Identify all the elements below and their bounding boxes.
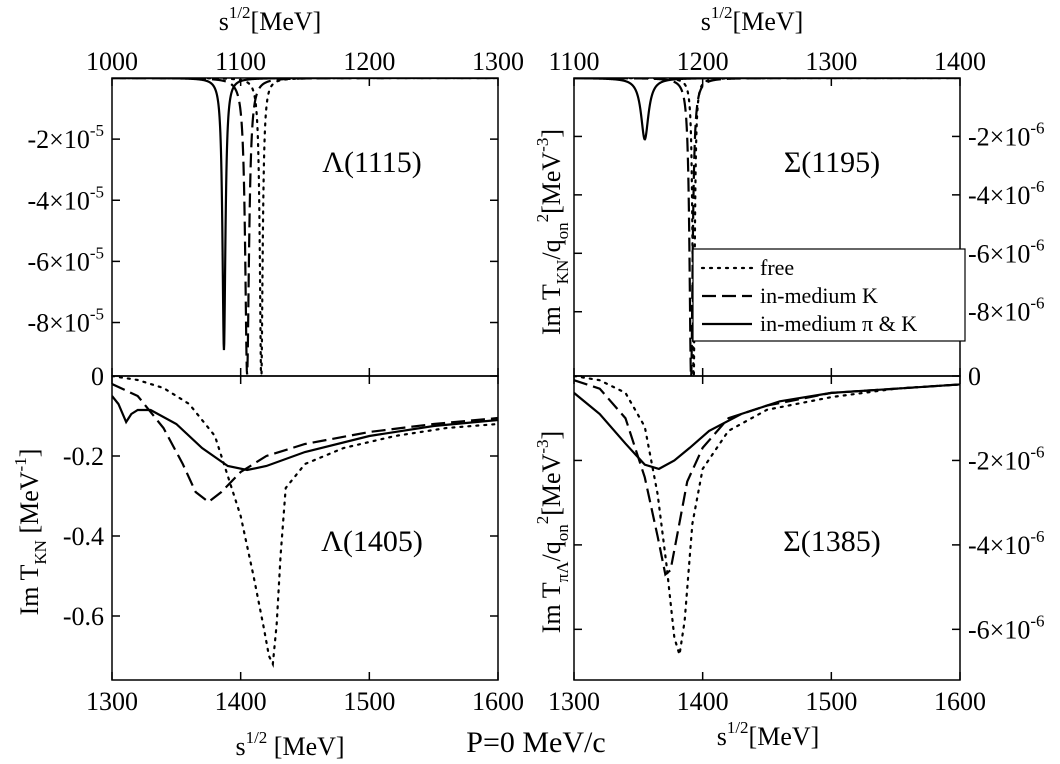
panel-lambda1405: 1300 1400 1500 1600 0 -0.2 -0.4 -0.6 Λ(1405) xyxy=(63,362,524,716)
lambda1115-series-in-medium-k xyxy=(112,78,498,375)
sigma1385-xtick-label: 1600 xyxy=(934,687,986,716)
sigma1385-series-in-medium-k xyxy=(574,383,960,471)
sigma1385-xtick-label: 1400 xyxy=(677,687,729,716)
sigma1385-frame xyxy=(573,375,961,681)
bottom-right-xlabel: s1/2[MeV] xyxy=(717,718,820,751)
lambda1115-title: Λ(1115) xyxy=(322,146,422,179)
right-lower-ylabel: Im TπΛ/qon2[MeV-3] xyxy=(533,431,572,633)
sigma1195-title: Σ(1195) xyxy=(784,146,880,179)
panel-sigma1385: 1300 1400 1500 1600 0 -2×10-6 -4×10-6 -6×10-6 Σ(… xyxy=(548,362,1045,716)
lambda1115-ytick-label: -2×10-5 xyxy=(27,121,104,154)
lambda1115-ytick-label: -6×10-5 xyxy=(27,243,104,276)
lambda1115-series-in-medium-k xyxy=(112,78,498,351)
top-left-xlabel: s1/2[MeV] xyxy=(219,3,322,36)
panel-lambda1115: 1000 1100 1200 1300 -2×10-5 -4×10-5 -6×10-5 -8×… xyxy=(27,47,524,377)
lambda1405-xtick-label: 1400 xyxy=(215,687,267,716)
right-upper-ylabel: Im TKN/qon2[MeV-3] xyxy=(533,129,572,335)
lambda1405-xtick-label: 1600 xyxy=(472,687,524,716)
top-right-xlabel: s1/2[MeV] xyxy=(701,3,804,36)
lambda1405-xtick-label: 1500 xyxy=(343,687,395,716)
lambda1405-ytick-label: -0.6 xyxy=(63,602,104,631)
lambda1405-ytick-label: -0.4 xyxy=(63,522,104,551)
sigma1385-title: Σ(1385) xyxy=(783,525,880,558)
sigma1195-ytick-label: -4×10-6 xyxy=(968,177,1045,210)
lambda1115-xtick-label: 1300 xyxy=(472,47,524,76)
sigma1385-ytick-label: -2×10-6 xyxy=(968,442,1045,475)
sigma1385-xtick-label: 1300 xyxy=(548,687,600,716)
panels: 1000 1100 1200 1300 -2×10-5 -4×10-5 -6×10-5 -8×… xyxy=(27,47,1044,716)
sigma1385-ytick-label: -4×10-6 xyxy=(968,527,1045,560)
lambda1115-xtick-label: 1000 xyxy=(86,47,138,76)
lambda1115-ytick-label: -4×10-5 xyxy=(27,182,104,215)
lambda1405-ytick-label: -0.2 xyxy=(63,442,104,471)
bottom-left-xlabel: s1/2 [MeV] xyxy=(235,728,344,761)
sigma1195-xtick-label: 1300 xyxy=(805,47,857,76)
left-ylabel: Im TKN [MeV-1] xyxy=(11,449,50,616)
legend-box xyxy=(692,248,966,342)
sigma1385-ytick-label: 0 xyxy=(968,362,981,391)
legend-label-in-medium-pi-k: in-medium π & K xyxy=(760,311,917,336)
lambda1405-series-free xyxy=(112,376,498,669)
lambda1405-title: Λ(1405) xyxy=(321,525,423,558)
sigma1195-xtick-label: 1400 xyxy=(934,47,986,76)
sigma1385-xtick-label: 1500 xyxy=(805,687,857,716)
lambda1405-series-in-medium-k xyxy=(112,383,498,504)
lambda1115-frame xyxy=(111,77,499,377)
legend-label-in-medium-k: in-medium K xyxy=(760,283,878,308)
lambda1115-ytick-label: -8×10-5 xyxy=(27,305,104,338)
sigma1195-xtick-label: 1200 xyxy=(677,47,729,76)
lambda1405-frame xyxy=(111,375,499,681)
lambda1115-xtick-label: 1100 xyxy=(215,47,266,76)
sigma1385-ytick-label: -6×10-6 xyxy=(968,611,1045,644)
sigma1195-ytick-label: -8×10-6 xyxy=(968,294,1045,327)
sigma1195-series-in-medium-k xyxy=(574,78,960,141)
legend: free in-medium K in-medium π & K xyxy=(692,248,966,342)
legend-label-free: free xyxy=(760,255,794,280)
lambda1405-ytick-label: 0 xyxy=(91,362,104,391)
sigma1195-ytick-label: -2×10-6 xyxy=(968,118,1045,151)
sigma1195-ytick-label: -6×10-6 xyxy=(968,235,1045,268)
lambda1405-series-in-medium-k xyxy=(112,395,498,472)
sigma1385-series-free xyxy=(574,376,960,655)
sigma1195-xtick-label: 1100 xyxy=(548,47,599,76)
lambda1115-xtick-label: 1200 xyxy=(343,47,395,76)
figure-caption: P=0 MeV/c xyxy=(466,726,605,759)
lambda1405-xtick-label: 1300 xyxy=(86,687,138,716)
panel-sigma1195: 1100 1200 1300 1400 -2×10-6 -4×10-6 -6×10-6 -8×… xyxy=(548,47,1045,377)
lambda1115-series-free xyxy=(112,78,498,376)
